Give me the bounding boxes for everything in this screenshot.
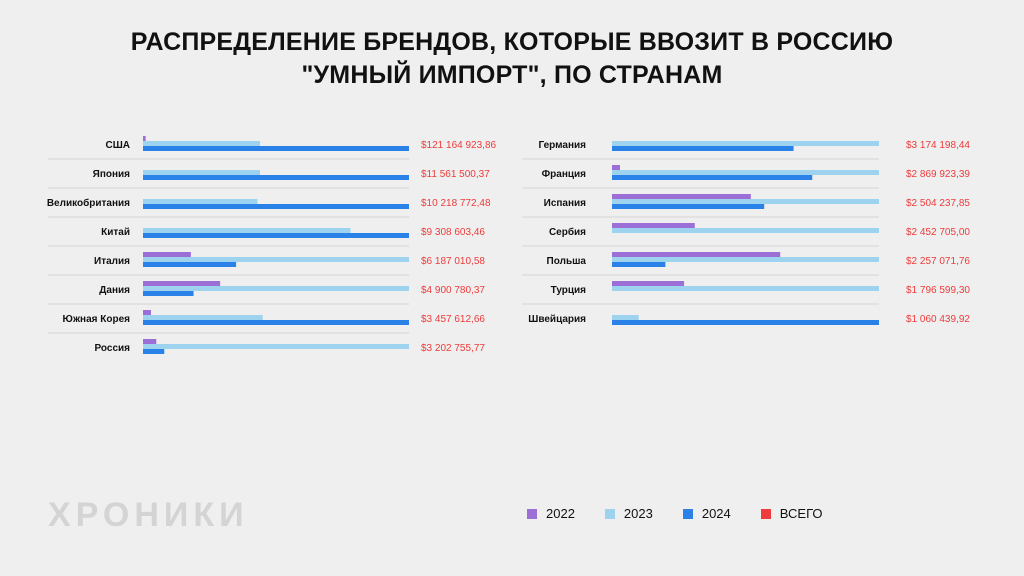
legend-swatch-2022	[527, 508, 537, 519]
bar-2023-p0-r0	[143, 141, 261, 146]
bar-2024-p0-r6	[143, 320, 409, 325]
bar-2023-p1-r0	[612, 141, 879, 146]
bar-2023-p0-r3	[143, 228, 351, 233]
total-label-p1-r0: $3 174 198,44	[906, 140, 970, 151]
bar-2022-p1-r3	[612, 223, 695, 228]
bar-2024-p0-r7	[143, 349, 165, 354]
bar-2022-p0-r6	[143, 310, 151, 315]
bar-2023-p0-r4	[143, 257, 409, 262]
bar-2024-p0-r1	[143, 175, 409, 180]
bar-2024-p0-r3	[143, 233, 409, 238]
total-label-p1-r6: $1 060 439,92	[906, 314, 970, 325]
bar-2024-p1-r2	[612, 204, 765, 209]
country-label-p0-r2: Великобритания	[47, 197, 130, 209]
legend-swatch-2023	[604, 508, 615, 519]
total-label-p0-r4: $6 187 010,58	[421, 256, 485, 267]
total-label-p0-r0: $121 164 923,86	[421, 140, 497, 151]
legend-label-2024: 2024	[701, 506, 731, 521]
bar-2023-p1-r4	[612, 257, 879, 262]
country-label-p1-r6: Швейцария	[528, 314, 586, 325]
legend-label-2022: 2022	[546, 506, 575, 521]
country-label-p0-r3: Китай	[101, 227, 130, 238]
country-label-p1-r4: Польша	[547, 256, 587, 267]
country-label-p0-r4: Италия	[94, 256, 130, 267]
bar-2024-p0-r0	[143, 146, 409, 151]
total-label-p1-r5: $1 796 599,30	[906, 285, 970, 296]
total-label-p0-r2: $10 218 772,48	[421, 198, 491, 209]
bar-2024-p1-r1	[612, 175, 813, 180]
bar-2023-p1-r6	[612, 315, 639, 320]
bar-2024-p1-r6	[612, 320, 879, 325]
legend-item-2022: 2022	[527, 506, 575, 521]
country-label-p1-r3: Сербия	[549, 226, 586, 238]
legend-label-total: ВСЕГО	[779, 506, 823, 521]
legend-swatch-2024	[682, 508, 693, 519]
bar-2024-p1-r4	[612, 262, 666, 267]
bar-2024-p0-r4	[143, 262, 237, 267]
bar-2022-p0-r0	[143, 136, 146, 141]
legend-swatch-total	[760, 508, 771, 519]
total-label-p1-r2: $2 504 237,85	[906, 198, 970, 209]
chart-title-line-1: РАСПРЕДЕЛЕНИЕ БРЕНДОВ, КОТОРЫЕ ВВОЗИТ В …	[130, 28, 894, 56]
total-label-p0-r7: $3 202 755,77	[421, 343, 485, 354]
bar-2022-p1-r5	[612, 281, 685, 286]
bar-2023-p1-r5	[612, 286, 879, 291]
total-label-p0-r5: $4 900 780,37	[421, 285, 485, 296]
country-label-p0-r6: Южная Корея	[63, 314, 131, 325]
country-label-p1-r0: Германия	[538, 140, 586, 151]
bar-2022-p0-r7	[143, 339, 157, 344]
bar-2022-p1-r2	[612, 194, 751, 199]
bar-2023-p0-r2	[143, 199, 258, 204]
legend-item-2023: 2023	[604, 506, 653, 521]
total-label-p0-r1: $11 561 500,37	[421, 169, 490, 180]
total-label-p1-r1: $2 869 923,39	[906, 169, 970, 180]
country-label-p0-r5: Дания	[99, 285, 130, 296]
total-label-p0-r6: $3 457 612,66	[421, 314, 485, 325]
bar-2024-p0-r5	[143, 291, 194, 296]
country-label-p1-r1: Франция	[542, 169, 587, 180]
bar-2023-p1-r1	[612, 170, 879, 175]
country-label-p1-r5: Турция	[551, 285, 587, 296]
total-label-p1-r3: $2 452 705,00	[906, 227, 970, 238]
country-label-p0-r0: США	[106, 140, 131, 151]
legend-item-2024: 2024	[682, 506, 731, 521]
country-label-p0-r7: Россия	[94, 343, 130, 354]
bar-2022-p0-r5	[143, 281, 221, 286]
bar-2024-p0-r2	[143, 204, 409, 209]
legend-item-total: ВСЕГО	[760, 506, 823, 521]
total-label-p0-r3: $9 308 603,46	[421, 227, 485, 238]
bar-2023-p1-r3	[612, 228, 879, 233]
legend: 2022 2023 2024 ВСЕГО	[527, 506, 853, 521]
bar-2023-p1-r2	[612, 199, 879, 204]
legend-label-2023: 2023	[623, 506, 653, 521]
bar-2022-p1-r1	[612, 165, 621, 170]
brand-logo: ХРОНИКИ	[48, 496, 249, 534]
bar-2022-p1-r4	[612, 252, 781, 257]
bar-2022-p0-r4	[143, 252, 191, 257]
bar-2023-p0-r5	[143, 286, 409, 291]
bar-2023-p0-r7	[143, 344, 409, 349]
bar-2024-p1-r0	[612, 146, 794, 151]
bar-2023-p0-r1	[143, 170, 261, 175]
total-label-p1-r4: $2 257 071,76	[906, 256, 970, 267]
chart-title-line-2: "УМНЫЙ ИМПОРТ", ПО СТРАНАМ	[301, 61, 723, 89]
chart-title: РАСПРЕДЕЛЕНИЕ БРЕНДОВ, КОТОРЫЕ ВВОЗИТ В …	[0, 26, 1024, 92]
country-label-p0-r1: Япония	[93, 169, 131, 180]
bar-2023-p0-r6	[143, 315, 263, 320]
country-label-p1-r2: Испания	[544, 198, 587, 209]
